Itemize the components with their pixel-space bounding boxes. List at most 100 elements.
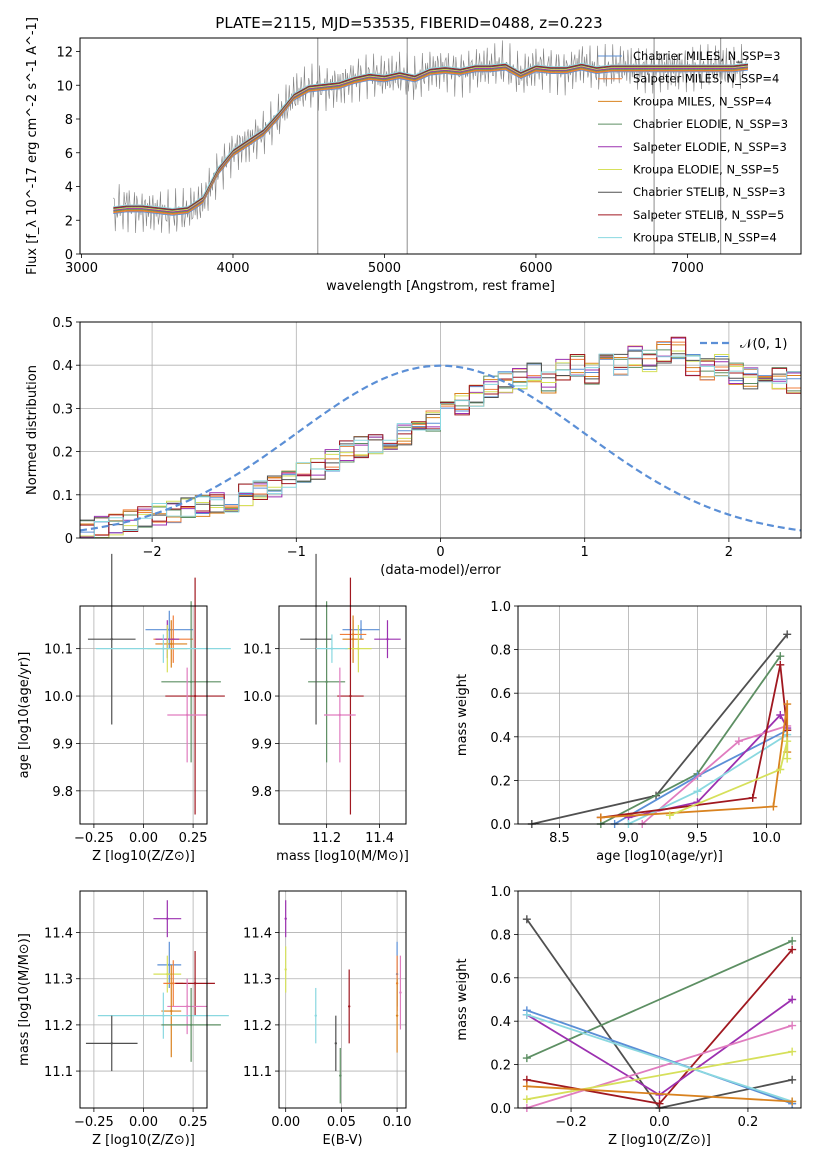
panel-spectrum: 3000 4000 5000 6000 7000 0 2 4 6 8 10 12 <box>56 37 802 276</box>
data-point <box>339 1074 342 1077</box>
y-tick-label: 11.1 <box>243 1065 272 1080</box>
point-marker <box>776 765 785 774</box>
data-point <box>357 647 360 650</box>
data-point <box>170 1009 173 1013</box>
weight-line-7 <box>526 1050 793 1101</box>
y-axis-label: mass weight <box>455 958 470 1040</box>
y-tick-label: 0.6 <box>490 972 511 987</box>
y-tick-label: 0.4 <box>490 731 511 746</box>
y-tick-label: 0.8 <box>490 644 511 659</box>
data-point <box>314 1014 317 1017</box>
chart-title: PLATE=2115, MJD=53535, FIBERID=0488, z=0… <box>215 14 602 32</box>
plot-frame <box>79 605 208 825</box>
panel-ebv-mass: 0.00 0.05 0.10 11.1 11.2 11.3 11.4 <box>243 890 412 1130</box>
y-tick-label: 6 <box>65 147 73 162</box>
point-marker <box>788 1075 797 1084</box>
x-axis-label: Z [log10(Z/Z⊙)] <box>608 1133 711 1148</box>
y-tick-label: 0.5 <box>52 316 73 331</box>
x-tick-label: 9.5 <box>687 831 708 846</box>
point-marker <box>783 630 792 639</box>
point-marker <box>783 737 792 746</box>
plot-frame <box>79 890 208 1109</box>
histogram-step-8 <box>80 349 801 539</box>
x-axis-label: E(B-V) <box>322 1133 362 1148</box>
legend-label: Kroupa ELODIE, N_SSP=5 <box>633 163 779 177</box>
x-tick-label: 0.0 <box>649 1115 670 1130</box>
point-marker <box>783 700 792 709</box>
data-point <box>172 982 175 985</box>
y-tick-label: 10.0 <box>243 690 272 705</box>
x-tick-label: −0.2 <box>555 1115 587 1130</box>
x-tick-label: 3000 <box>65 261 98 276</box>
y-tick-label: 9.8 <box>251 785 272 800</box>
data-point <box>193 694 197 698</box>
y-tick-label: 9.8 <box>52 785 73 800</box>
x-tick-label: 0.00 <box>129 1115 158 1130</box>
y-tick-label: 1.0 <box>490 600 511 615</box>
point-marker <box>776 711 785 719</box>
y-tick-label: 9.9 <box>251 737 272 752</box>
data-point <box>193 982 197 985</box>
data-point <box>359 628 363 631</box>
point-marker <box>788 1097 797 1106</box>
x-tick-label: 11.4 <box>365 831 394 846</box>
x-axis-label: wavelength [Angstrom, rest frame] <box>326 279 555 294</box>
x-tick-label: 1 <box>581 545 589 560</box>
point-marker <box>734 737 743 746</box>
y-axis-label: Normed distribution <box>25 365 40 495</box>
y-axis-label: age [log10(age/yr)] <box>17 652 32 779</box>
point-marker <box>693 787 702 796</box>
point-marker <box>788 936 797 945</box>
x-axis-label: Z [log10(Z/Z⊙)] <box>92 1133 195 1148</box>
x-tick-label: −2 <box>143 545 162 560</box>
plot-frame <box>79 321 802 539</box>
x-axis-label: Z [log10(Z/Z⊙)] <box>92 849 195 864</box>
plot-frame <box>517 890 802 1109</box>
y-tick-label: 12 <box>56 46 73 61</box>
panel-mass-age: 11.2 11.4 9.8 9.9 10.0 10.1 <box>243 553 407 846</box>
x-tick-label: 10.0 <box>752 831 781 846</box>
data-point <box>168 963 171 967</box>
x-axis-label: (data-model)/error <box>380 563 501 578</box>
legend-label: Chabrier STELIB, N_SSP=3 <box>633 185 785 199</box>
weight-line-4 <box>526 1024 793 1109</box>
y-tick-label: 0 <box>65 248 73 263</box>
y-axis-label: mass [log10(M/M⊙)] <box>17 933 32 1066</box>
weight-line-8 <box>526 1085 793 1103</box>
y-tick-label: 0.0 <box>490 1102 511 1117</box>
y-tick-label: 0.2 <box>52 446 73 461</box>
weight-line-6 <box>600 664 789 819</box>
point-marker <box>522 1082 531 1091</box>
point-marker <box>776 660 785 669</box>
panel-residuals: −2 −1 0 1 2 0 0.1 0.2 0.3 0.4 0.5 <box>52 316 802 560</box>
panel-age-weight: 8.5 9.0 9.5 10.0 0.0 0.2 0.4 0.6 0.8 1.0 <box>490 600 802 846</box>
weight-line-7 <box>600 703 789 819</box>
data-point <box>168 628 171 631</box>
weight-line-8 <box>669 740 789 817</box>
legend-label: Chabrier ELODIE, N_SSP=3 <box>633 117 788 131</box>
point-marker <box>522 1054 531 1063</box>
y-tick-label: 0.4 <box>52 359 73 374</box>
x-axis-label: mass [log10(M/M⊙)] <box>276 849 409 864</box>
y-tick-label: 0 <box>65 532 73 547</box>
y-tick-label: 1.0 <box>490 885 511 900</box>
weight-line-6 <box>526 1013 793 1103</box>
plot-frame <box>517 605 802 825</box>
data-point <box>325 680 328 684</box>
y-axis-label: Flux [f_λ 10^-17 erg cm^-2 s^-1 A^-1] <box>25 17 40 275</box>
data-point <box>284 917 287 920</box>
x-tick-label: 0 <box>436 545 444 560</box>
x-tick-label: 11.2 <box>312 831 341 846</box>
data-point <box>189 1023 193 1027</box>
point-marker <box>748 793 757 802</box>
data-point <box>189 680 193 684</box>
data-point <box>162 1014 165 1017</box>
x-tick-label: 0.25 <box>179 831 208 846</box>
y-tick-label: 11.3 <box>243 973 272 988</box>
y-tick-label: 0.6 <box>490 687 511 702</box>
y-tick-label: 0.4 <box>490 1015 511 1030</box>
plot-frame <box>278 605 407 825</box>
legend-label: 𝒩(0, 1) <box>740 337 787 352</box>
y-tick-label: 9.9 <box>52 737 73 752</box>
